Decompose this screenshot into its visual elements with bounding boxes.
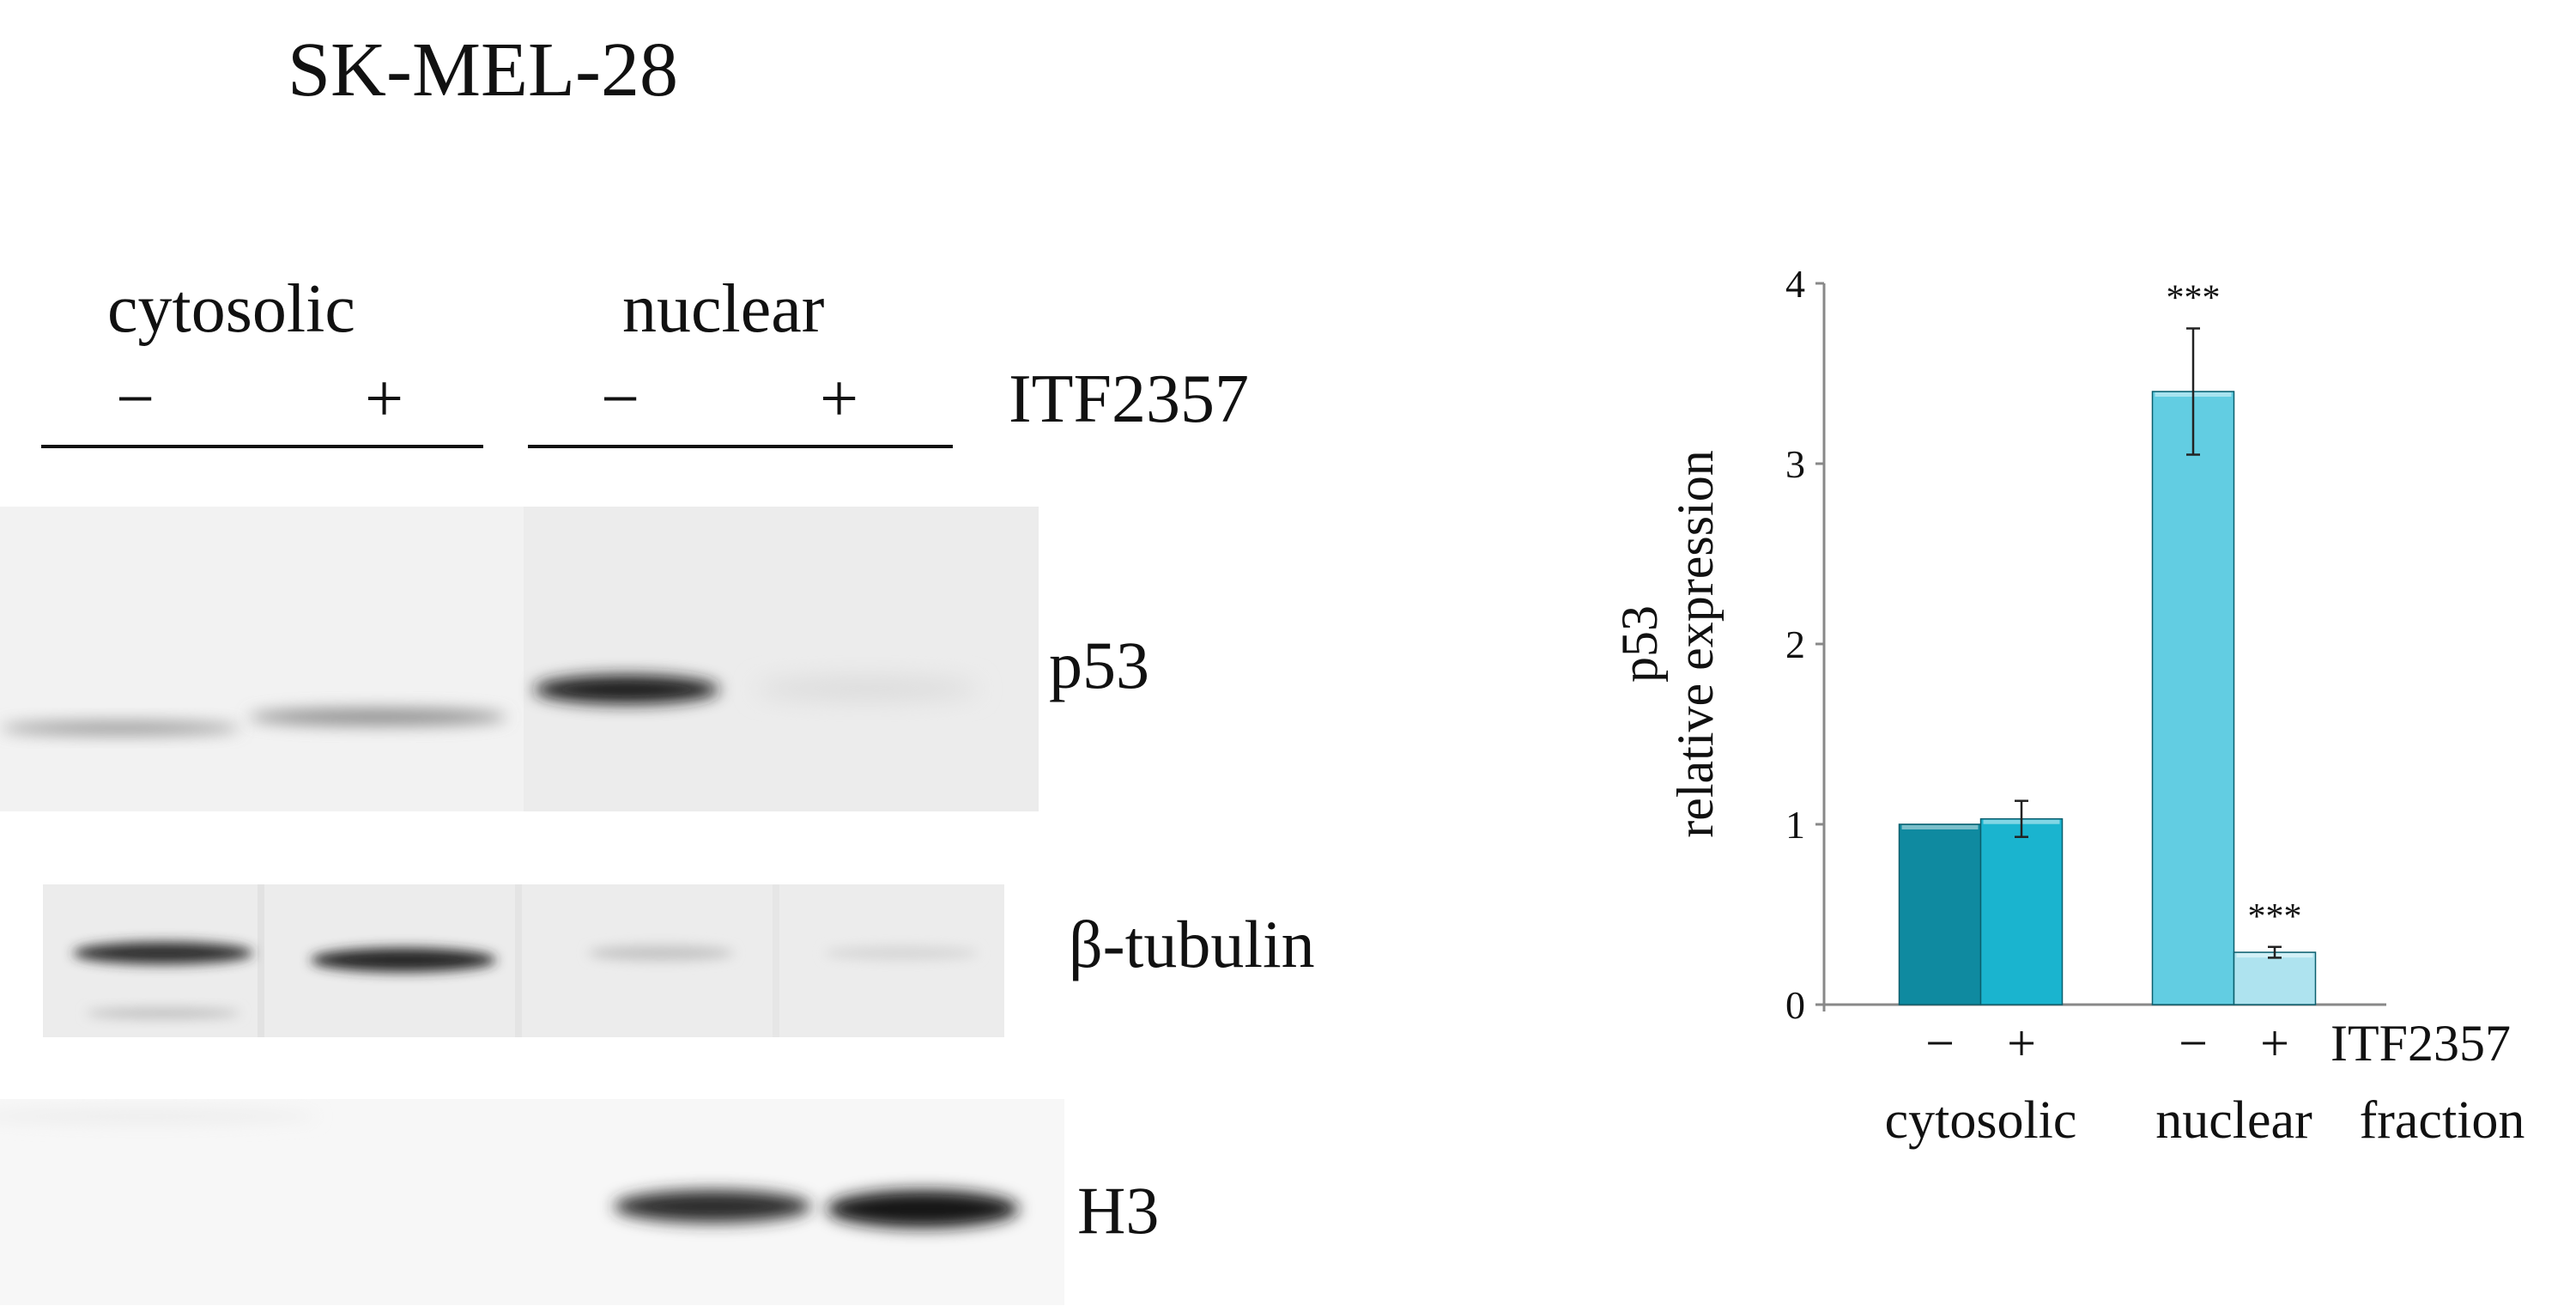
band-label-beta-tubulin: β-tubulin [1069,907,1315,981]
tubulin-band-lane-3 [588,945,734,961]
h3-band-lane-3 [614,1190,811,1223]
bar-4 [2233,951,2317,1005]
tubulin-blot-image [73,884,979,1037]
blot-sign-3: − [601,361,640,437]
p53-blot-strip [0,507,1039,811]
blot-sign-1: − [116,361,155,437]
h3-blot-strip [0,1099,1064,1305]
band-label-h3: H3 [1077,1173,1160,1248]
x-category-label-3: − [2179,1015,2208,1072]
x-category-label-4: + [2260,1015,2289,1072]
y-axis-label-top: p53 [1611,605,1668,683]
y-axis-label: relative expression [1667,450,1724,838]
figure-title: SK-MEL-28 [288,27,678,112]
bar-highlight [1901,825,1979,829]
y-tick-label: 1 [1785,803,1805,847]
tubulin-blot-strip [43,884,1004,1037]
blot-treatment-label: ITF2357 [1009,361,1249,437]
blot-sign-4: + [820,361,859,437]
x-category-label-1: − [1925,1015,1955,1072]
x-category-label-2: + [2007,1015,2036,1072]
blot-sign-2: + [365,361,404,437]
p53-band-lane-3 [534,675,719,704]
h3-blot-image [0,1108,1019,1228]
bar-2 [1979,817,2064,1005]
p53-blot-image [0,507,1039,811]
x-group-label-nuclear: nuclear [2155,1091,2312,1150]
p53-band-lane-4 [755,677,979,700]
cytosolic-lane-rule [41,445,483,448]
y-tick-label: 3 [1785,442,1805,486]
h3-band-lane-4 [827,1190,1019,1228]
bar-1 [1898,823,1982,1005]
p53-band-lane-2 [249,708,506,726]
x-group-label-cytosolic: cytosolic [1885,1091,2077,1150]
significance-label-4: *** [2248,897,2302,937]
significance-label-3: *** [2167,279,2221,319]
band-label-p53: p53 [1049,628,1149,702]
p53-band-lane-1 [0,721,240,735]
tubulin-band-lane-2 [311,948,496,972]
x-group-axis-label: fraction [2360,1091,2525,1150]
bar-3 [2151,391,2235,1005]
tubulin-band-lane-1 [73,942,253,964]
blot-group-label-cytosolic: cytosolic [107,271,355,347]
x-category-axis-label: ITF2357 [2331,1015,2511,1072]
y-tick-label: 2 [1785,623,1805,666]
nuclear-lane-rule [528,445,953,448]
y-tick-label: 0 [1785,983,1805,1027]
y-tick-label: 4 [1785,262,1805,306]
tubulin-band-lane-4 [824,946,979,960]
blot-group-label-nuclear: nuclear [622,271,825,347]
